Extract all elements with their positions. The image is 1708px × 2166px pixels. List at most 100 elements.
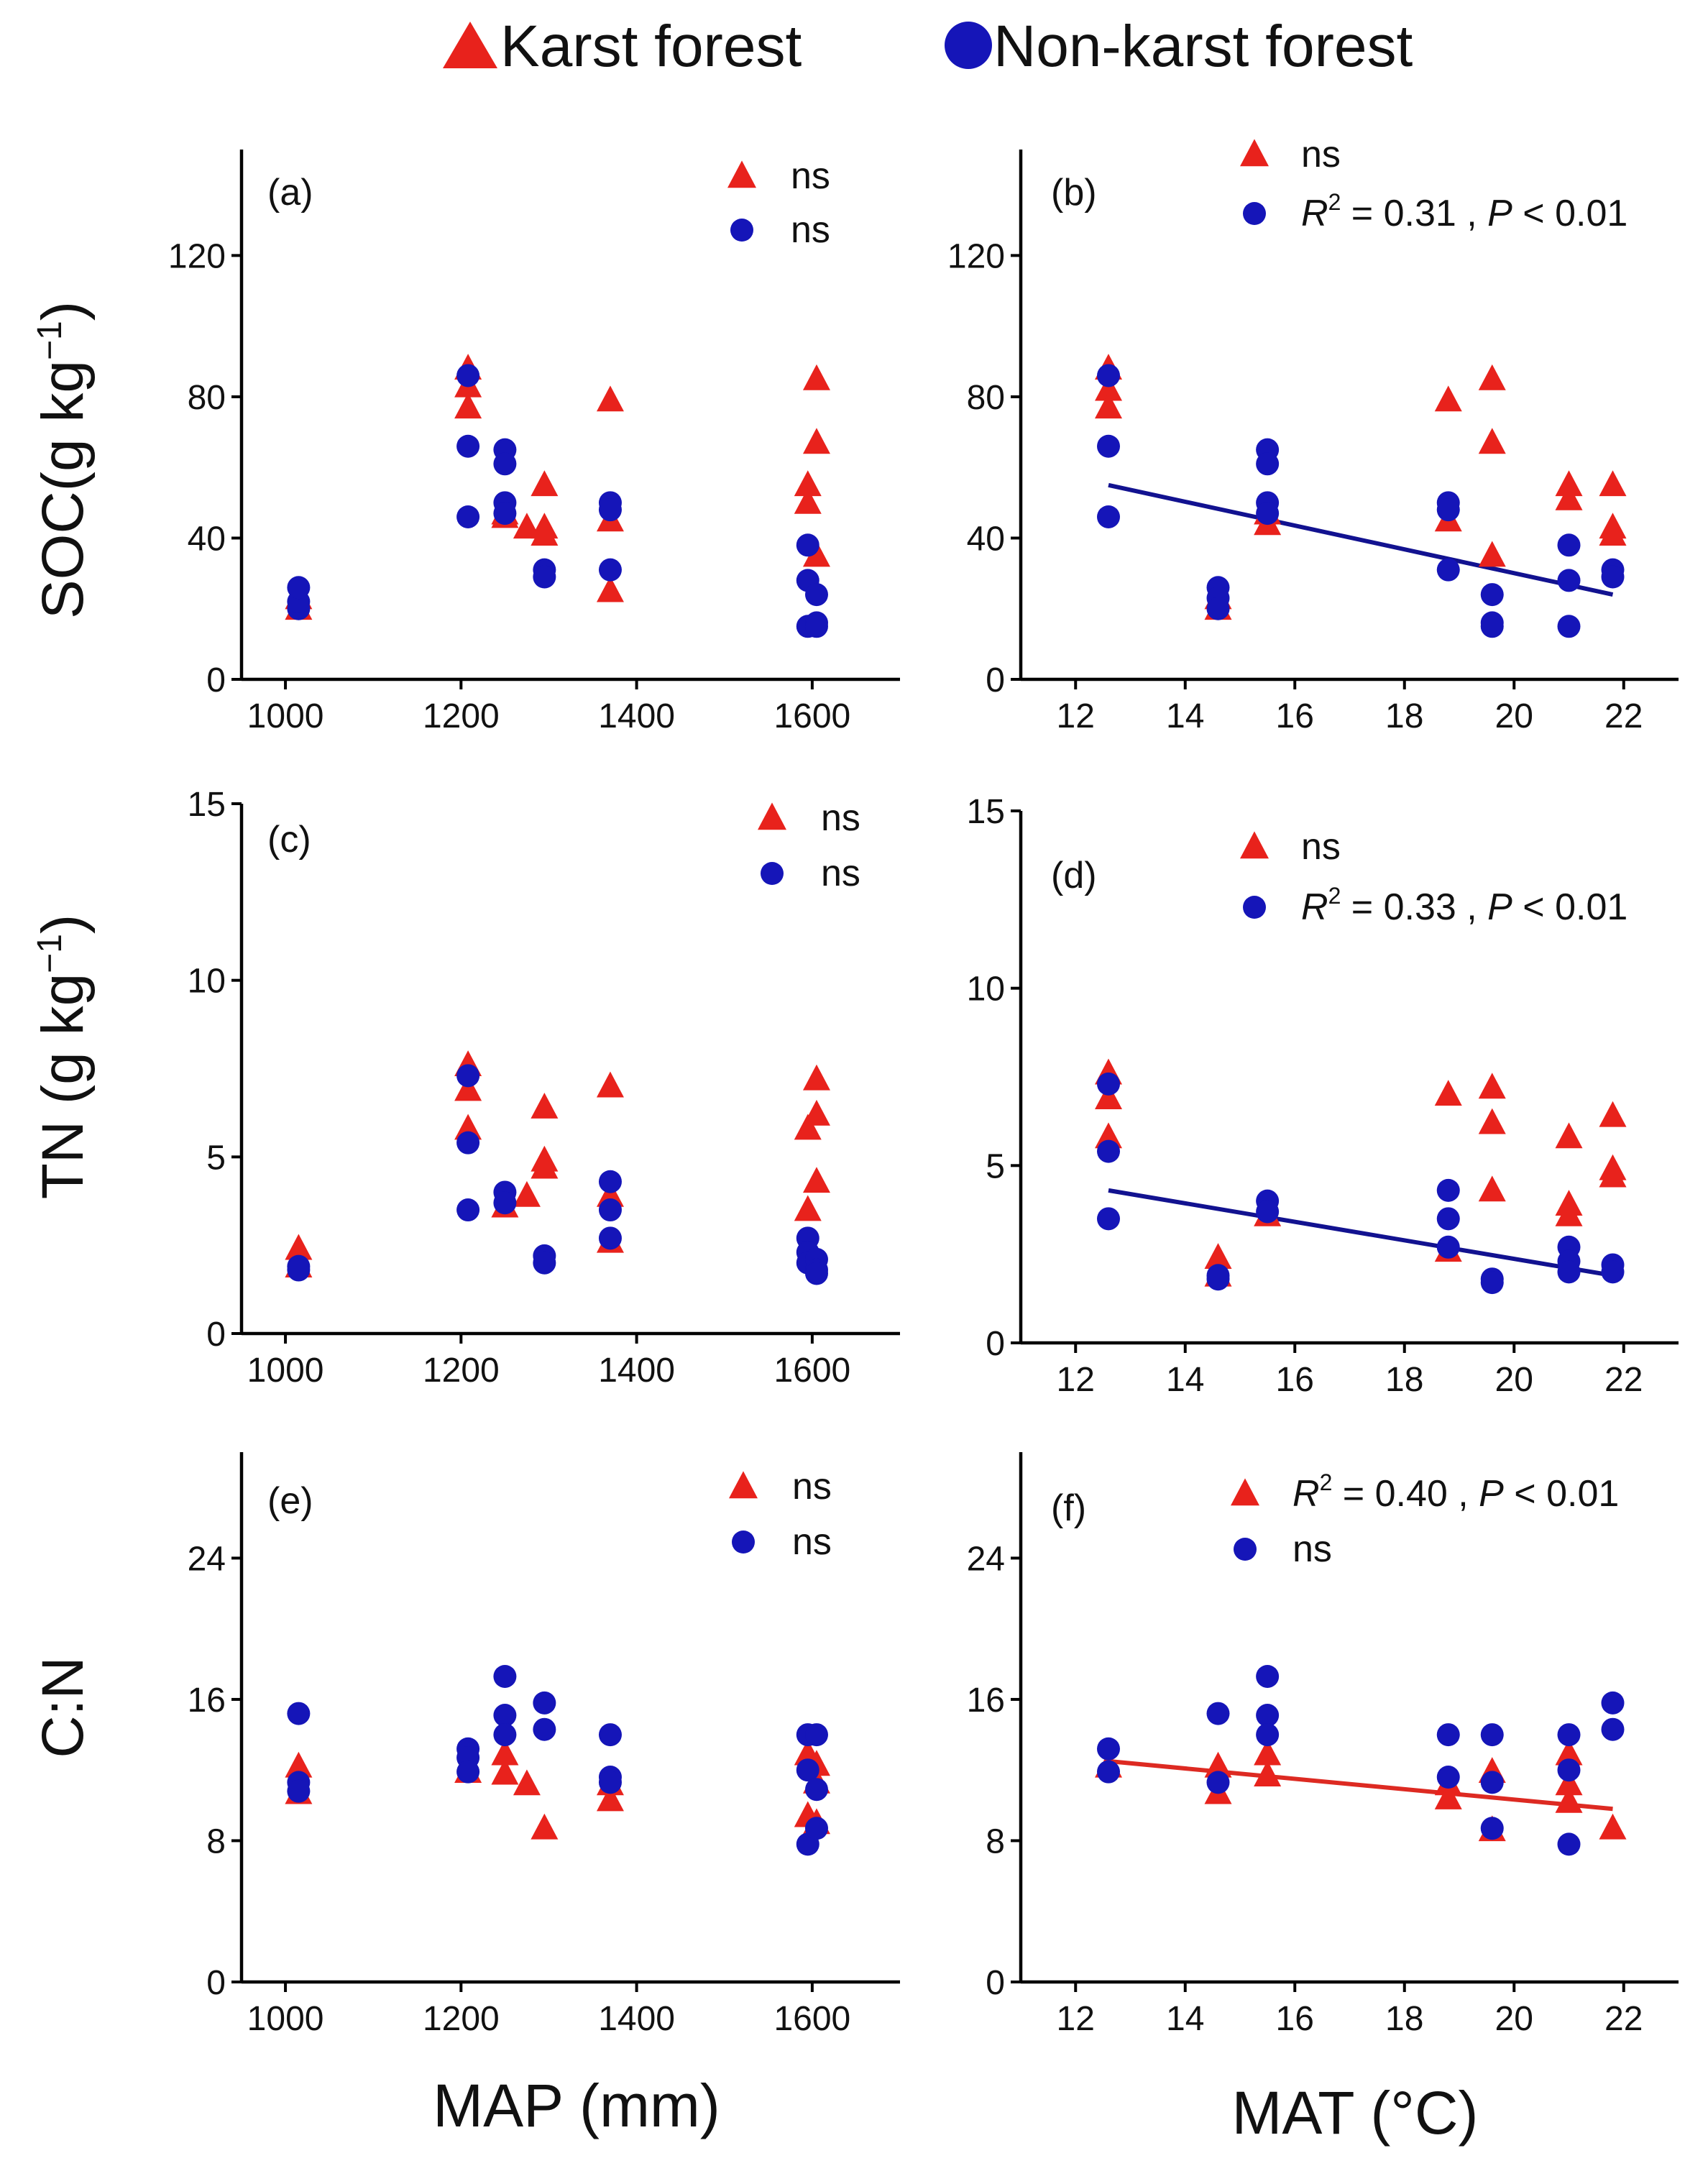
annotation-nonkarst-marker <box>732 1531 755 1554</box>
nonkarst-point <box>1436 1207 1460 1231</box>
nonkarst-point <box>1601 1260 1625 1284</box>
nonkarst-point <box>1097 505 1120 528</box>
nonkarst-point <box>1256 452 1280 476</box>
annotation-r-sup: 2 <box>1320 1469 1333 1495</box>
karst-point <box>1478 1175 1506 1202</box>
panel-f: 0 8 16 24 12 14 16 18 20 22 (f) R2 = 0.40 , P < 0.0… <box>967 1452 1679 2038</box>
y-tick-label: 16 <box>188 1681 226 1720</box>
x-tick-label: 18 <box>1385 2000 1423 2038</box>
panel-e: 0 8 16 24 1000 1200 1400 1600 (e) ns ns <box>188 1452 900 2038</box>
nonkarst-point <box>1256 1723 1280 1747</box>
row1-ylabel-main: SOC(g kg <box>30 360 96 619</box>
x-tick-label: 1200 <box>423 697 500 735</box>
nonkarst-point <box>533 1717 556 1741</box>
panel-label: (e) <box>267 1480 313 1522</box>
karst-point <box>531 470 559 497</box>
x-tick-label: 1000 <box>247 697 324 735</box>
karst-point <box>802 364 830 390</box>
nonkarst-point <box>1601 1691 1625 1715</box>
y-tick-label: 40 <box>188 520 226 558</box>
legend-nonkarst-label: Non-karst forest <box>993 14 1413 79</box>
annotation-p-value: < 0.01 <box>1512 886 1627 928</box>
nonkarst-point <box>287 1702 311 1725</box>
x-tick-label: 22 <box>1604 1361 1643 1399</box>
annotation-karst-marker <box>758 802 786 830</box>
y-tick-label: 16 <box>967 1681 1005 1720</box>
x-tick-label: 16 <box>1276 2000 1314 2038</box>
x-tick-label: 22 <box>1604 2000 1643 2038</box>
y-tick-label: 0 <box>986 661 1005 699</box>
x-tick-label: 1400 <box>598 697 675 735</box>
karst-point <box>1095 1083 1122 1109</box>
x-tick-label: 20 <box>1495 697 1533 735</box>
nonkarst-point <box>456 505 480 528</box>
karst-point <box>1204 1751 1232 1778</box>
nonkarst-point <box>1436 498 1460 522</box>
karst-point <box>1478 1108 1506 1134</box>
nonkarst-point <box>287 1779 311 1803</box>
karst-point <box>513 513 541 539</box>
nonkarst-point <box>533 1691 556 1715</box>
annotation-karst-marker <box>1240 139 1269 167</box>
y-tick-label: 120 <box>947 237 1005 275</box>
x-tick-label: 1000 <box>247 2000 324 2038</box>
nonkarst-point <box>1436 558 1460 582</box>
karst-point <box>1555 1739 1583 1766</box>
nonkarst-point <box>1097 1072 1120 1096</box>
y-tick-label: 24 <box>967 1540 1005 1578</box>
karst-point <box>513 1180 541 1207</box>
karst-point <box>531 1093 559 1119</box>
karst-point <box>1599 470 1627 497</box>
karst-point <box>491 1739 519 1766</box>
annotation-text: R2 = 0.33 , P < 0.01 <box>1301 883 1627 928</box>
annotation-karst-marker <box>1231 1478 1259 1506</box>
nonkarst-point <box>598 558 622 582</box>
y-tick-label: 8 <box>986 1822 1005 1860</box>
karst-point <box>491 1758 519 1785</box>
nonkarst-point <box>456 364 480 387</box>
annotation-r2-value: = 0.31 , <box>1341 193 1487 234</box>
nonkarst-point <box>804 1262 828 1285</box>
nonkarst-point <box>493 502 517 526</box>
nonkarst-point <box>1557 1723 1581 1747</box>
nonkarst-point <box>456 1131 480 1155</box>
nonkarst-point <box>796 1758 819 1782</box>
y-tick-label: 10 <box>188 963 226 1001</box>
karst-point <box>1599 520 1627 546</box>
row1-ylabel-sup: −1 <box>31 321 69 360</box>
annotation-text: ns <box>1301 826 1341 868</box>
nonkarst-point <box>1480 1771 1504 1794</box>
nonkarst-point <box>796 533 819 557</box>
karst-point <box>794 1195 822 1221</box>
karst-point <box>531 1152 559 1179</box>
annotation-p: P <box>1479 1473 1504 1515</box>
nonkarst-point <box>1256 1704 1280 1727</box>
row2-ylabel-close: ) <box>30 914 96 934</box>
nonkarst-point <box>1480 1723 1504 1747</box>
y-tick-label: 24 <box>188 1540 226 1578</box>
karst-point <box>1434 385 1462 412</box>
row1-ylabel: SOC(g kg−1) <box>30 301 96 619</box>
annotation-nonkarst-marker <box>1243 202 1266 225</box>
x-tick-label: 14 <box>1166 1361 1204 1399</box>
fit-line <box>1108 1188 1613 1278</box>
karst-point <box>454 393 482 419</box>
row3-ylabel: C:N <box>30 1656 96 1758</box>
nonkarst-point <box>1480 583 1504 607</box>
nonkarst-point <box>1557 1758 1581 1782</box>
panel-c: 0 5 10 15 1000 1200 1400 1600 (c) ns ns <box>188 786 900 1390</box>
nonkarst-point <box>804 1723 828 1747</box>
nonkarst-point <box>804 615 828 638</box>
y-tick-label: 0 <box>206 661 226 699</box>
nonkarst-point <box>1480 1271 1504 1295</box>
karst-point <box>596 385 624 412</box>
x-tick-label: 20 <box>1495 2000 1533 2038</box>
nonkarst-point <box>1256 1664 1280 1688</box>
nonkarst-point <box>1601 565 1625 589</box>
annotation-p-value: < 0.01 <box>1512 193 1627 234</box>
nonkarst-point <box>1256 502 1280 526</box>
annotation-text: ns <box>791 155 830 197</box>
annotation-p: P <box>1487 886 1512 928</box>
nonkarst-point <box>598 1170 622 1193</box>
karst-point <box>513 1769 541 1796</box>
